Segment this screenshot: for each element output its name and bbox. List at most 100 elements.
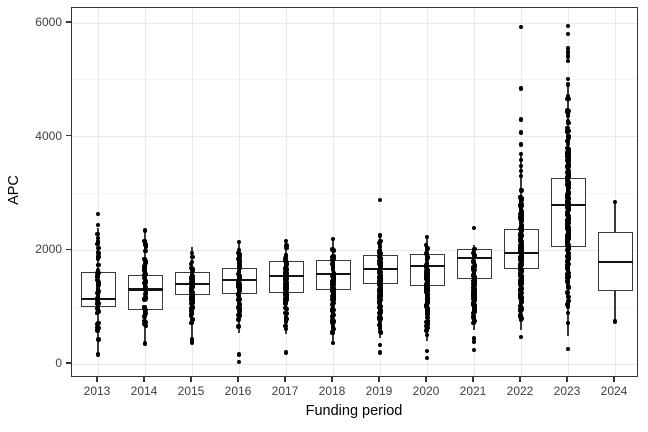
data-point xyxy=(565,23,571,29)
data-point xyxy=(565,220,570,226)
data-point xyxy=(519,305,524,311)
data-point xyxy=(237,275,242,281)
data-point xyxy=(565,276,571,281)
data-point xyxy=(565,266,571,271)
data-point xyxy=(283,323,288,328)
data-point xyxy=(95,292,101,297)
data-point xyxy=(95,311,100,316)
data-point xyxy=(237,305,242,311)
data-point xyxy=(142,341,148,346)
data-point xyxy=(519,254,524,260)
data-point xyxy=(424,355,430,360)
data-point xyxy=(143,249,148,254)
data-point xyxy=(565,290,570,295)
data-point xyxy=(566,191,571,196)
x-tick-mark xyxy=(237,377,239,382)
data-point xyxy=(190,268,195,273)
data-point xyxy=(565,154,570,159)
data-point xyxy=(96,282,101,288)
data-point xyxy=(472,287,477,292)
data-point xyxy=(565,259,570,264)
x-tick-label: 2014 xyxy=(130,384,158,398)
data-point xyxy=(471,300,476,306)
data-point xyxy=(96,289,101,294)
data-point xyxy=(565,240,571,245)
data-point xyxy=(331,248,336,253)
data-point xyxy=(424,247,430,252)
data-point xyxy=(471,347,477,352)
y-tick-label: 0 xyxy=(55,356,62,370)
data-point xyxy=(236,247,241,252)
data-point xyxy=(471,258,476,264)
data-point xyxy=(377,350,383,355)
data-point xyxy=(377,295,382,300)
gridline-major xyxy=(72,136,637,138)
data-point xyxy=(330,267,336,272)
data-point xyxy=(142,238,147,244)
x-tick-mark xyxy=(331,377,333,382)
data-point xyxy=(96,325,101,331)
x-tick-mark xyxy=(143,377,145,382)
data-point xyxy=(471,320,476,326)
data-point xyxy=(236,250,241,256)
data-point xyxy=(471,270,477,276)
data-point xyxy=(143,311,148,316)
data-point xyxy=(472,264,477,269)
data-point xyxy=(378,330,383,335)
data-point xyxy=(425,311,430,317)
data-point xyxy=(424,326,429,331)
y-tick-label: 4000 xyxy=(35,128,62,143)
data-point xyxy=(95,277,100,283)
data-point xyxy=(425,307,430,312)
data-point xyxy=(519,209,524,214)
data-point xyxy=(519,312,524,317)
data-point xyxy=(565,248,570,253)
data-point xyxy=(424,332,429,338)
data-point xyxy=(377,298,382,304)
data-point xyxy=(283,326,288,332)
data-point xyxy=(425,271,430,276)
data-point xyxy=(330,289,335,294)
data-point xyxy=(471,294,476,299)
data-point xyxy=(377,273,383,279)
data-point xyxy=(471,317,477,322)
data-point xyxy=(283,310,288,316)
data-point xyxy=(566,261,571,267)
data-point xyxy=(519,216,524,222)
data-point xyxy=(565,46,571,51)
y-tick-label: 6000 xyxy=(35,15,62,29)
data-point xyxy=(378,256,383,261)
data-point xyxy=(236,239,242,244)
data-point xyxy=(565,165,571,171)
data-point xyxy=(143,258,148,263)
data-point xyxy=(565,82,571,87)
x-tick-mark xyxy=(190,377,192,382)
data-point xyxy=(142,268,148,274)
data-point xyxy=(378,323,383,328)
data-point xyxy=(284,260,289,265)
data-point xyxy=(565,50,571,55)
data-point xyxy=(95,236,101,241)
data-point xyxy=(190,298,195,303)
data-point xyxy=(189,291,195,296)
data-point xyxy=(330,325,336,330)
x-tick-label: 2015 xyxy=(177,384,205,398)
data-point xyxy=(565,130,570,135)
data-point xyxy=(331,254,336,259)
data-point xyxy=(519,201,524,207)
data-point xyxy=(471,310,476,316)
data-point xyxy=(424,288,430,294)
data-point xyxy=(566,184,571,189)
data-point xyxy=(377,268,383,273)
data-point xyxy=(189,301,194,306)
data-point xyxy=(143,307,148,312)
data-point xyxy=(565,253,571,258)
data-point xyxy=(143,289,148,295)
data-point xyxy=(95,306,100,311)
data-point xyxy=(565,235,570,241)
data-point xyxy=(190,305,195,311)
data-point xyxy=(566,158,571,163)
data-point xyxy=(518,308,524,313)
data-point xyxy=(565,175,571,180)
data-point xyxy=(283,297,289,303)
